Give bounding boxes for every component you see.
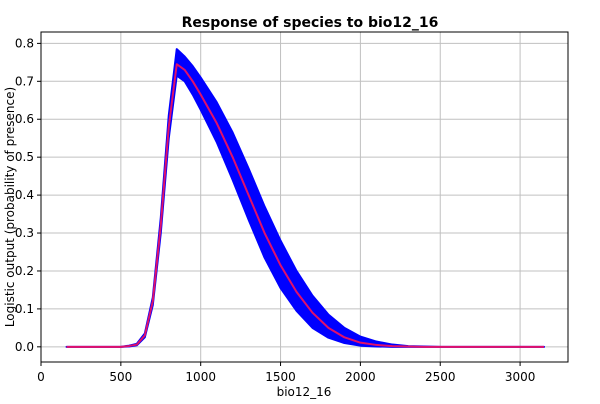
y-tick-label: 0.5 [15, 150, 34, 164]
x-tick-label: 2500 [425, 370, 456, 384]
mean-response-line [66, 63, 545, 348]
mean-line-path [66, 63, 545, 348]
x-tick-label: 1000 [185, 370, 216, 384]
grid-lines [40, 32, 568, 362]
y-tick-label: 0.7 [15, 74, 34, 88]
x-axis-label: bio12_16 [277, 385, 332, 399]
y-tick-label: 0.2 [15, 264, 34, 278]
y-tick-label: 0.3 [15, 226, 34, 240]
x-tick-label: 500 [109, 370, 132, 384]
chart-title: Response of species to bio12_16 [182, 15, 439, 31]
plot-area-frame [40, 31, 569, 363]
y-tick-label: 0.8 [15, 36, 34, 50]
y-axis-label: Logistic output (probability of presence… [3, 87, 17, 327]
x-axis-ticks: 0 500 1000 1500 2000 2500 3000 [37, 362, 535, 384]
y-tick-label: 0.6 [15, 112, 34, 126]
x-tick-label: 2000 [345, 370, 376, 384]
y-tick-label: 0.1 [15, 302, 34, 316]
y-tick-label: 0.4 [15, 188, 34, 202]
x-tick-label: 1500 [265, 370, 296, 384]
x-tick-label: 0 [37, 370, 45, 384]
x-tick-label: 3000 [505, 370, 536, 384]
y-tick-label: 0.0 [15, 340, 34, 354]
y-axis-ticks: 0.0 0.1 0.2 0.3 0.4 0.5 0.6 0.7 0.8 [15, 36, 41, 354]
